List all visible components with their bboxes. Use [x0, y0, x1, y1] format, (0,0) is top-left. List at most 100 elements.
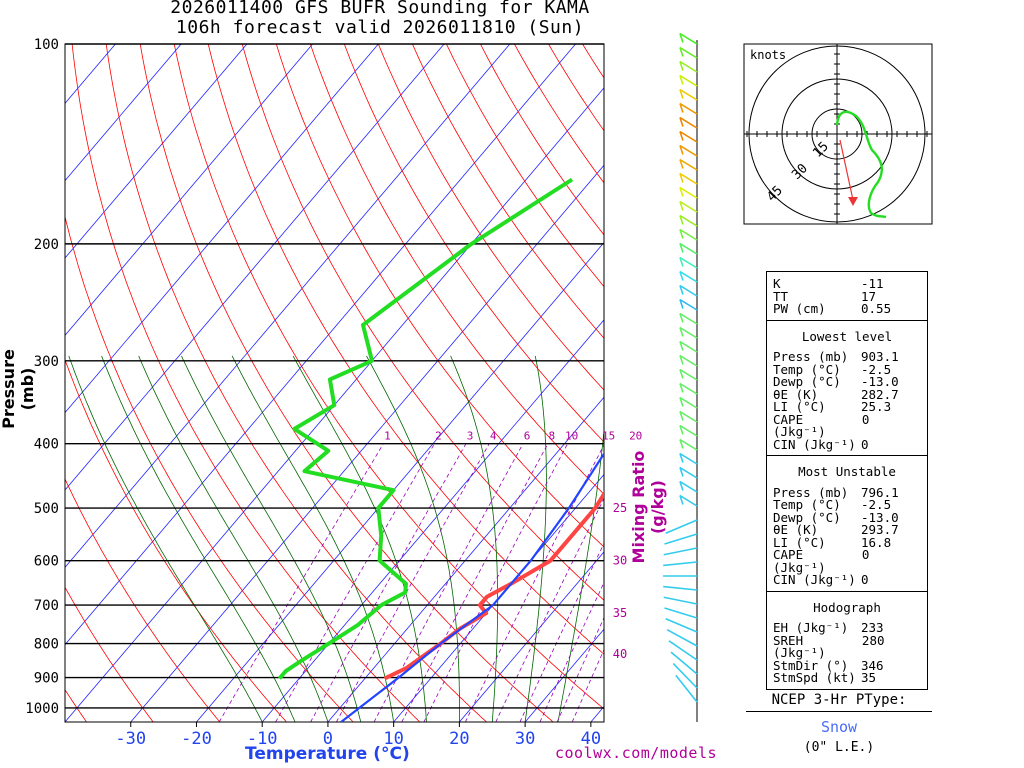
- index-value: 0: [861, 436, 869, 452]
- wind-barb: [679, 256, 698, 269]
- wind-barb: [663, 585, 698, 591]
- wind-barb-flag: [679, 271, 684, 281]
- dry-adiabat-line: [377, 44, 604, 391]
- credit-link[interactable]: coolwx.com/models: [555, 744, 718, 762]
- section-title: Most Unstable: [798, 464, 896, 479]
- wind-barb-flag: [679, 299, 684, 309]
- index-value: -2.5: [861, 361, 892, 377]
- wind-barb-flag: [679, 411, 684, 421]
- index-label: Temp (°C): [773, 361, 841, 377]
- index-row: TT 17: [773, 288, 921, 304]
- index-value: 0: [861, 547, 870, 562]
- wind-barb: [679, 298, 698, 311]
- index-row: θE (K) 293.7: [773, 522, 921, 537]
- index-row: θE (K) 282.7: [773, 386, 921, 402]
- wind-barb: [679, 354, 698, 367]
- wind-barb: [679, 158, 698, 171]
- wind-barb: [679, 172, 698, 185]
- index-value: -2.5: [861, 497, 892, 512]
- wind-barb-flag: [679, 467, 684, 477]
- dry-adiabat-line: [275, 44, 604, 548]
- index-value: -13.0: [861, 374, 899, 389]
- mixing-ratio-value-label: 20: [629, 430, 642, 443]
- wind-barb: [670, 651, 698, 675]
- mixing-ratio-line: [401, 443, 549, 722]
- series-dewpoint-line: [277, 177, 574, 680]
- indices-lowest: Lowest level Press (mb) 903.1 Temp (°C) -2.5…: [767, 321, 927, 456]
- wind-barb-flag: [679, 75, 684, 85]
- wind-barb: [679, 424, 698, 437]
- wind-barb-flag: [679, 341, 684, 351]
- dry-adiabat-line: [65, 215, 354, 722]
- mixing-ratio-value-label: 15: [602, 430, 615, 443]
- mixing-ratio-right-label: 30: [613, 554, 627, 568]
- series-group: [277, 177, 604, 722]
- moist-adiabat-line: [101, 355, 296, 722]
- wind-barb-flag: [679, 495, 684, 505]
- wind-barb: [679, 466, 698, 479]
- mixing-ratio-value-label: 6: [524, 430, 531, 443]
- index-row: CAPE (Jkg⁻¹) 0: [773, 413, 921, 439]
- wind-barb-flag: [679, 285, 684, 295]
- y-tick-label: 1000: [25, 701, 59, 717]
- index-label: θE (K): [773, 386, 819, 402]
- index-label: TT: [773, 288, 789, 304]
- wind-barb-flag: [679, 355, 684, 365]
- index-row: StmSpd (kt) 35: [773, 671, 921, 685]
- wind-barb-flag: [679, 117, 684, 127]
- wind-barb: [679, 452, 698, 465]
- wind-barb-flag: [679, 383, 684, 393]
- wind-barb: [675, 674, 698, 703]
- index-label: θE (K): [773, 522, 819, 537]
- wind-barb: [679, 32, 698, 45]
- wind-barb-flag: [679, 89, 684, 99]
- x-axis-label: Temperature (°C): [245, 744, 410, 764]
- wind-barb: [663, 561, 698, 567]
- wind-barb-flag: [679, 201, 684, 211]
- isotherm-line: [393, 473, 604, 722]
- index-row: Temp (°C) -2.5: [773, 361, 921, 377]
- index-row: Dewp (°C) -13.0: [773, 374, 921, 389]
- moist-adiabat-line: [524, 355, 547, 722]
- isotherm-line: [65, 44, 445, 491]
- chart-subtitle: 106h forecast valid 2026011810 (Sun): [175, 17, 585, 38]
- x-tick-label: -30: [115, 729, 146, 749]
- index-row: StmDir (°) 346: [773, 657, 921, 673]
- wind-barb: [679, 228, 698, 241]
- x-tick-label: 10: [383, 729, 403, 749]
- wind-barb: [679, 312, 698, 325]
- index-value: 282.7: [861, 386, 899, 402]
- wind-barb: [679, 284, 698, 297]
- wind-barb: [679, 46, 698, 59]
- wind-barb: [679, 200, 698, 213]
- dry-adiabat-line: [65, 358, 287, 722]
- x-tick-label: 40: [581, 729, 601, 749]
- mixing-ratio-value-label: 2: [435, 430, 442, 443]
- wind-barb: [679, 242, 698, 255]
- index-value: 17: [861, 288, 877, 304]
- wind-barb-flag: [679, 61, 684, 71]
- dry-adiabat-line: [446, 44, 604, 288]
- wind-barb: [679, 186, 698, 199]
- index-label: LI (°C): [773, 399, 826, 414]
- index-label: EH (Jkg⁻¹): [773, 620, 849, 635]
- y-tick-label: 700: [34, 598, 59, 614]
- index-row: Temp (°C) -2.5: [773, 497, 921, 512]
- index-value: 796.1: [861, 484, 899, 500]
- index-label: LI (°C): [773, 534, 826, 550]
- x-tick-label: -10: [247, 729, 278, 749]
- wind-barb: [679, 88, 698, 101]
- hodograph-trace: [835, 110, 887, 219]
- index-value: -13.0: [861, 509, 899, 525]
- index-label: Press (mb): [773, 349, 849, 364]
- wind-barb-flag: [679, 215, 684, 225]
- moist-adiabat-line: [450, 355, 499, 722]
- index-row: LI (°C) 16.8: [773, 534, 921, 550]
- index-label: PW (cm): [773, 301, 826, 316]
- isotherm-line: [196, 241, 604, 722]
- mixing-ratio-line: [465, 443, 604, 722]
- x-tick-label: 0: [323, 729, 333, 749]
- mixing-ratio-line: [275, 443, 435, 722]
- index-value: 346: [861, 657, 884, 673]
